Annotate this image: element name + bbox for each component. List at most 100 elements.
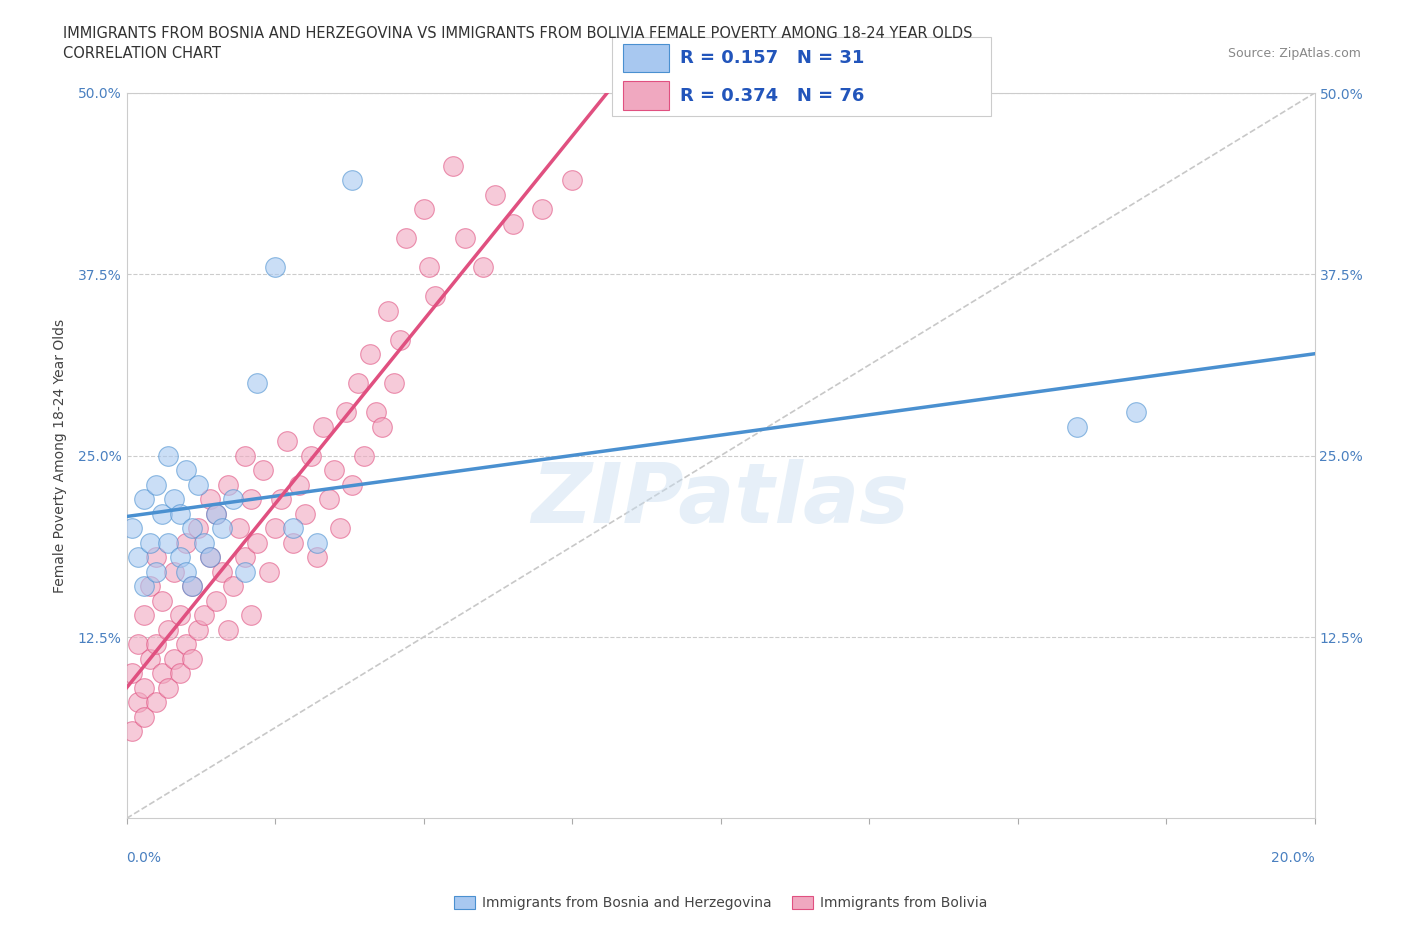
Point xyxy=(329,521,352,536)
Point xyxy=(371,419,394,434)
Point xyxy=(264,521,287,536)
Point xyxy=(145,695,167,710)
Point xyxy=(157,536,180,551)
Point xyxy=(418,259,440,274)
Point xyxy=(531,202,554,217)
Point xyxy=(204,506,226,521)
Point xyxy=(180,578,202,593)
Point xyxy=(145,477,167,492)
Point xyxy=(264,259,287,274)
Point xyxy=(222,492,245,507)
Point xyxy=(174,637,197,652)
FancyBboxPatch shape xyxy=(612,37,991,116)
Point xyxy=(281,536,304,551)
Point xyxy=(484,187,506,202)
Point xyxy=(198,550,221,565)
Text: CORRELATION CHART: CORRELATION CHART xyxy=(63,46,221,61)
Point xyxy=(335,405,357,419)
FancyBboxPatch shape xyxy=(623,44,669,72)
Point xyxy=(150,506,173,521)
Point xyxy=(257,565,280,579)
Text: ZIPatlas: ZIPatlas xyxy=(531,458,910,539)
Point xyxy=(180,651,202,666)
Point xyxy=(127,637,149,652)
Point xyxy=(281,521,304,536)
Point xyxy=(311,419,333,434)
Point xyxy=(150,593,173,608)
Point xyxy=(233,448,256,463)
Point xyxy=(169,666,191,681)
Point xyxy=(299,448,322,463)
Point xyxy=(502,216,524,231)
Point xyxy=(246,376,269,391)
Point xyxy=(163,565,186,579)
Point xyxy=(174,536,197,551)
Point xyxy=(323,463,346,478)
Point xyxy=(294,506,316,521)
Point xyxy=(193,536,215,551)
Point xyxy=(134,608,156,623)
Point xyxy=(187,521,209,536)
Point xyxy=(347,376,370,391)
Point xyxy=(187,477,209,492)
Point xyxy=(412,202,434,217)
Point xyxy=(342,173,364,188)
Point xyxy=(198,550,221,565)
Point xyxy=(382,376,405,391)
Point xyxy=(233,550,256,565)
FancyBboxPatch shape xyxy=(623,82,669,110)
Point xyxy=(121,724,143,738)
Point xyxy=(1066,419,1088,434)
Point xyxy=(246,536,269,551)
Point xyxy=(305,536,328,551)
Point xyxy=(150,666,173,681)
Point xyxy=(134,681,156,696)
Point xyxy=(134,710,156,724)
Point xyxy=(217,477,239,492)
Point xyxy=(561,173,583,188)
Point xyxy=(305,550,328,565)
Text: R = 0.374   N = 76: R = 0.374 N = 76 xyxy=(681,86,865,105)
Point xyxy=(240,492,263,507)
Text: IMMIGRANTS FROM BOSNIA AND HERZEGOVINA VS IMMIGRANTS FROM BOLIVIA FEMALE POVERTY: IMMIGRANTS FROM BOSNIA AND HERZEGOVINA V… xyxy=(63,26,973,41)
Point xyxy=(240,608,263,623)
Point xyxy=(228,521,250,536)
Point xyxy=(193,608,215,623)
Point xyxy=(364,405,387,419)
Point xyxy=(157,681,180,696)
Point xyxy=(425,288,447,303)
Point xyxy=(454,231,477,246)
Point xyxy=(127,550,149,565)
Point xyxy=(145,637,167,652)
Point xyxy=(1125,405,1147,419)
Point xyxy=(139,651,162,666)
Point xyxy=(163,492,186,507)
Legend: Immigrants from Bosnia and Herzegovina, Immigrants from Bolivia: Immigrants from Bosnia and Herzegovina, … xyxy=(449,891,993,916)
Point xyxy=(198,492,221,507)
Point xyxy=(121,521,143,536)
Text: R = 0.157   N = 31: R = 0.157 N = 31 xyxy=(681,48,865,67)
Point xyxy=(134,578,156,593)
Point xyxy=(169,608,191,623)
Y-axis label: Female Poverty Among 18-24 Year Olds: Female Poverty Among 18-24 Year Olds xyxy=(52,319,66,592)
Point xyxy=(174,565,197,579)
Point xyxy=(180,521,202,536)
Point xyxy=(174,463,197,478)
Text: 20.0%: 20.0% xyxy=(1271,851,1315,865)
Point xyxy=(121,666,143,681)
Point xyxy=(157,448,180,463)
Point xyxy=(270,492,292,507)
Point xyxy=(222,578,245,593)
Point xyxy=(204,506,226,521)
Point xyxy=(169,550,191,565)
Point xyxy=(377,303,399,318)
Point xyxy=(157,622,180,637)
Point xyxy=(187,622,209,637)
Point xyxy=(388,332,411,347)
Point xyxy=(145,565,167,579)
Point xyxy=(353,448,375,463)
Point xyxy=(233,565,256,579)
Point xyxy=(441,158,464,173)
Point xyxy=(204,593,226,608)
Point xyxy=(163,651,186,666)
